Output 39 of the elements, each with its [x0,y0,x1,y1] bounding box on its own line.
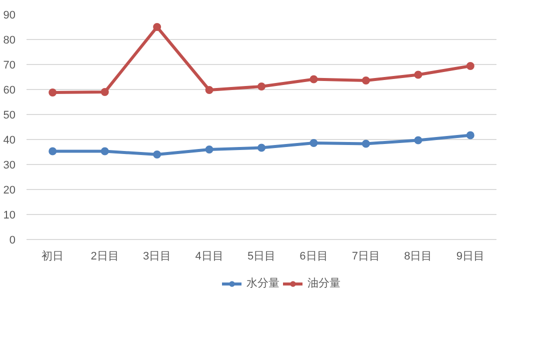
point [153,150,162,158]
x-tick-label: 6日目 [300,250,328,262]
x-tick-label: 3日目 [142,250,172,262]
y-tick-label: 90 [3,10,16,22]
legend-label: 油分量 [308,276,340,290]
y-tick-label: 60 [3,84,16,96]
point [362,76,370,84]
x-tick-label: 5日目 [247,250,276,262]
point [258,144,266,152]
point [100,88,109,96]
point [153,23,162,31]
point [48,88,57,96]
y-tick-label: 50 [3,110,16,122]
y-tick-label: 40 [3,134,16,146]
point [414,136,422,144]
point [414,70,422,79]
x-tick-label: 9日目 [456,250,484,262]
point [466,62,474,70]
point [362,140,370,148]
x-tick-label: 2日目 [90,250,119,262]
x-tick-label: 7日目 [352,250,380,262]
x-tick-label: 初日 [42,250,64,262]
x-tick-label: 8日目 [404,250,432,262]
y-tick-label: 80 [3,34,16,46]
y-tick-label: 20 [3,184,16,196]
point [258,82,266,90]
point [310,75,318,84]
point [205,146,214,154]
x-tick-label: 4日目 [195,250,224,262]
y-tick-label: 10 [3,210,16,222]
point [466,131,474,140]
y-tick-label: 70 [3,60,16,72]
y-tick-label: 0 [9,234,16,246]
legend-label: 水分量 [246,276,280,290]
point [48,147,57,156]
point [100,147,109,156]
point [310,139,318,147]
y-tick-label: 30 [3,160,16,172]
point [205,86,214,94]
